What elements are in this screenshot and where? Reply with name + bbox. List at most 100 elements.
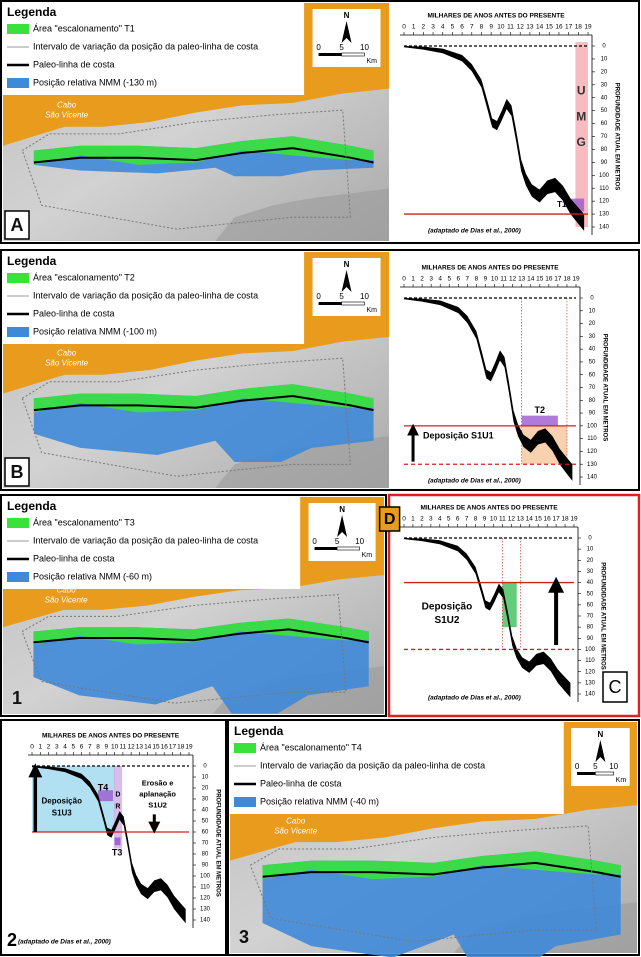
x-tick-label: 7: [465, 516, 469, 523]
legend-title: Legenda: [7, 499, 57, 513]
legend-item: Área "escalonamento" T3: [33, 517, 135, 527]
y-tick-label: 20: [587, 558, 594, 564]
y-tick-label: 80: [202, 852, 209, 858]
x-tick-label: 6: [457, 276, 461, 283]
legend-item: Intervalo de variação da posição da pale…: [33, 290, 258, 300]
y-tick-label: 40: [587, 580, 594, 586]
y-tick-label: 100: [200, 874, 211, 880]
y-tick-label: 70: [601, 134, 608, 140]
legend-swatch: [234, 743, 256, 753]
legend-item: Paleo-linha de costa: [33, 59, 115, 69]
legend-item: Área "escalonamento" T2: [33, 272, 135, 282]
x-tick-label: 1: [38, 744, 42, 751]
x-tick-label: 7: [88, 744, 92, 751]
place-label: São Vicente: [45, 110, 89, 119]
y-tick-label: 40: [202, 808, 209, 814]
x-tick-label: 1: [411, 276, 415, 283]
y-tick-label: 20: [202, 786, 209, 792]
chart-annotation: Deposição: [42, 796, 83, 805]
scale-bar: [577, 772, 595, 775]
chart-caption: (adaptado de Dias et al., 2000): [18, 939, 111, 946]
legend-swatch: [7, 24, 29, 34]
chart-annotation: T1: [557, 200, 567, 209]
x-tick-label: 10: [490, 516, 498, 523]
y-tick-label: 0: [602, 44, 606, 50]
place-label: São Vicente: [274, 826, 318, 835]
y-tick-label: 60: [589, 372, 596, 378]
chart-title: MILHARES DE ANOS ANTES DO PRESENTE: [421, 265, 559, 272]
x-tick-label: 15: [152, 744, 160, 751]
y-tick-label: 130: [200, 907, 211, 913]
x-tick-label: 16: [545, 276, 553, 283]
chart-annotation: T3: [112, 847, 123, 857]
y-tick-label: 30: [587, 569, 594, 575]
x-tick-label: 7: [466, 276, 470, 283]
y-tick-label: 70: [587, 614, 594, 620]
y-tick-label: 50: [601, 108, 608, 114]
legend-item: Posição relativa NMM (-130 m): [33, 77, 157, 87]
x-tick-label: 3: [55, 744, 59, 751]
scale-label: 5: [593, 762, 598, 771]
place-label: Cabo: [286, 816, 306, 825]
x-tick-label: 7: [470, 24, 474, 31]
x-tick-label: 18: [563, 276, 571, 283]
x-tick-label: 5: [447, 276, 451, 283]
y-tick-label: 80: [589, 398, 596, 404]
x-tick-label: 11: [507, 24, 514, 31]
legend-item: Paleo-linha de costa: [260, 778, 342, 788]
x-tick-label: 5: [72, 744, 76, 751]
scale-bar: [595, 772, 613, 775]
y-tick-label: 60: [202, 830, 209, 836]
panel-letter: 1: [12, 688, 22, 708]
x-tick-label: 15: [535, 516, 543, 523]
figure: CaboSão VicenteAlbufeiraLegendaÁrea "esc…: [0, 0, 641, 957]
x-tick-label: 15: [546, 24, 554, 31]
y-tick-label: 80: [587, 625, 594, 631]
legend-item: Intervalo de variação da posição da pale…: [33, 535, 258, 545]
x-tick-label: 14: [527, 276, 535, 283]
x-tick-label: 11: [120, 744, 127, 751]
t2-area: [522, 416, 558, 426]
y-tick-label: 10: [589, 308, 596, 314]
x-tick-label: 8: [96, 744, 100, 751]
x-tick-label: 13: [517, 516, 525, 523]
x-tick-label: 8: [480, 24, 484, 31]
north-label: N: [344, 260, 350, 269]
north-label: N: [344, 11, 350, 20]
x-tick-label: 3: [429, 276, 433, 283]
chart-annotation: D: [115, 791, 120, 798]
y-tick-label: 60: [601, 121, 608, 127]
x-tick-label: 0: [30, 744, 34, 751]
map: CaboSão VicenteAlbufeiraLegendaÁrea "esc…: [3, 3, 389, 241]
x-tick-label: 9: [484, 276, 488, 283]
x-tick-label: 8: [475, 276, 479, 283]
legend-title: Legenda: [234, 724, 284, 738]
y-tick-label: 100: [599, 173, 610, 179]
x-tick-label: 13: [526, 24, 534, 31]
chart-annotation: Deposição: [422, 602, 473, 613]
x-tick-label: 19: [572, 276, 580, 283]
x-tick-label: 6: [80, 744, 84, 751]
scale-unit: Km: [367, 58, 378, 65]
x-tick-label: 10: [111, 744, 119, 751]
y-axis-label: PROFUNDIDADE ATUAL EM METROS: [601, 334, 607, 442]
x-tick-label: 4: [63, 744, 67, 751]
scale-unit: Km: [616, 777, 627, 784]
y-tick-label: 10: [601, 57, 608, 63]
y-tick-label: 100: [585, 647, 596, 653]
y-tick-label: 140: [587, 475, 598, 481]
y-tick-label: 90: [589, 411, 596, 417]
y-tick-label: 0: [590, 296, 594, 302]
chart-annotation: R: [115, 804, 120, 811]
legend-item: Posição relativa NMM (-60 m): [33, 571, 152, 581]
x-tick-label: 16: [544, 516, 552, 523]
scale-bar: [337, 547, 360, 550]
x-tick-label: 9: [483, 516, 487, 523]
scale-label: 0: [316, 292, 321, 301]
x-tick-label: 18: [561, 516, 569, 523]
scale-label: 10: [360, 43, 369, 52]
y-tick-label: 10: [587, 547, 594, 553]
sea-level-curve: [404, 538, 570, 697]
x-tick-label: 10: [491, 276, 499, 283]
chart-caption: (adaptado de Dias et al., 2000): [428, 695, 521, 702]
